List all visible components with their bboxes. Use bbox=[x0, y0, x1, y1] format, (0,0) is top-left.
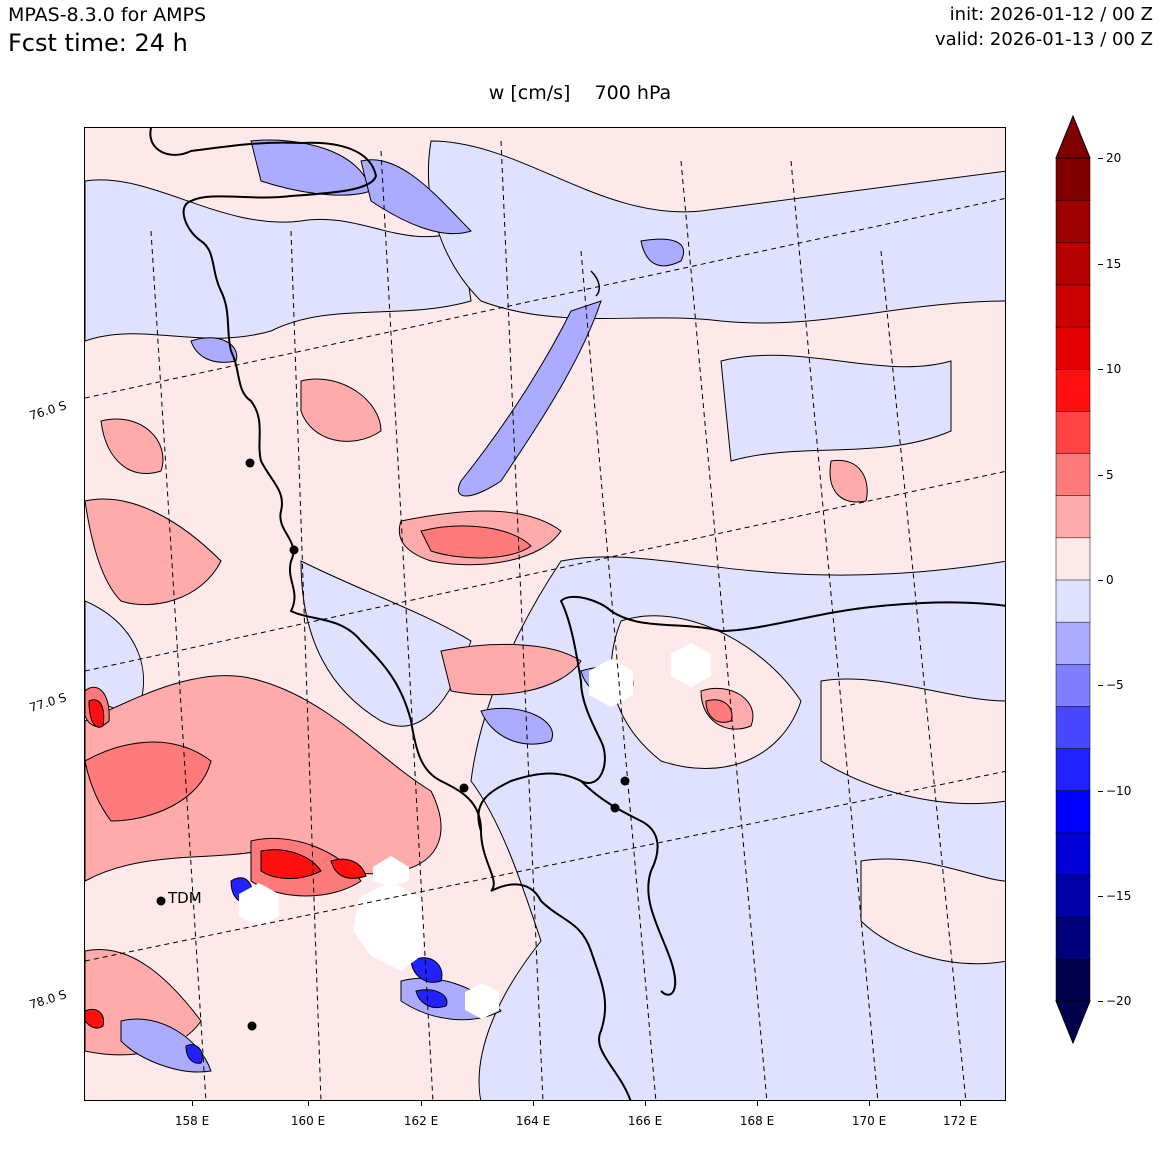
model-title: MPAS-8.3.0 for AMPS bbox=[8, 4, 207, 26]
lon-label: 168 E bbox=[739, 1114, 775, 1128]
colorbar-cell bbox=[1055, 663, 1091, 707]
map-panel bbox=[84, 127, 1006, 1101]
colorbar-label: −20 bbox=[1106, 994, 1132, 1008]
colorbar-cell bbox=[1055, 494, 1091, 539]
colorbar-tick bbox=[1098, 896, 1103, 897]
colorbar-label: −5 bbox=[1106, 678, 1124, 692]
colorbar-cell bbox=[1055, 326, 1091, 370]
colorbar-cell bbox=[1055, 916, 1091, 960]
colorbar-cell bbox=[1055, 747, 1091, 791]
lon-label: 160 E bbox=[290, 1114, 326, 1128]
lon-tick-mark bbox=[308, 1101, 309, 1106]
lon-tick-mark bbox=[421, 1101, 422, 1106]
colorbar-label: 0 bbox=[1106, 573, 1114, 587]
colorbar-cell bbox=[1055, 874, 1091, 918]
colorbar-tick bbox=[1098, 791, 1103, 792]
lon-tick-mark bbox=[960, 1101, 961, 1106]
colorbar-label: 20 bbox=[1106, 151, 1122, 165]
lat-label: 78.0 S bbox=[27, 987, 69, 1012]
colorbar-tick bbox=[1098, 158, 1103, 159]
colorbar-cell bbox=[1055, 368, 1091, 412]
colorbar-tick bbox=[1098, 475, 1103, 476]
colorbar-max-arrow bbox=[1055, 115, 1091, 159]
colorbar-cell bbox=[1055, 410, 1091, 454]
colorbar-tick bbox=[1098, 580, 1103, 581]
lon-tick-mark bbox=[645, 1101, 646, 1106]
colorbar-cell bbox=[1055, 537, 1091, 581]
lon-tick-mark bbox=[869, 1101, 870, 1106]
colorbar-tick bbox=[1098, 264, 1103, 265]
lon-label: 158 E bbox=[174, 1114, 210, 1128]
colorbar-cells bbox=[1055, 157, 1091, 1002]
lon-tick-mark bbox=[757, 1101, 758, 1106]
missing-data-hexagons bbox=[239, 643, 711, 1019]
valid-time: valid: 2026-01-13 / 00 Z bbox=[935, 29, 1153, 50]
init-time: init: 2026-01-12 / 00 Z bbox=[949, 4, 1153, 25]
colorbar-label: 15 bbox=[1106, 257, 1122, 271]
colorbar-label: −10 bbox=[1106, 784, 1132, 798]
colorbar-label: 5 bbox=[1106, 468, 1114, 482]
colorbar-tick bbox=[1098, 369, 1103, 370]
colorbar-cell bbox=[1055, 832, 1091, 876]
updraft-areas bbox=[85, 378, 868, 1056]
colorbar-cell bbox=[1055, 790, 1091, 834]
lon-label: 166 E bbox=[627, 1114, 663, 1128]
positive-w-patches bbox=[610, 615, 1005, 965]
lon-label: 162 E bbox=[403, 1114, 439, 1128]
colorbar bbox=[1055, 115, 1091, 1045]
coastline bbox=[149, 128, 1005, 1100]
colorbar-cell bbox=[1055, 452, 1091, 496]
intense-updraft-cores bbox=[85, 699, 367, 1029]
colorbar-cell bbox=[1055, 157, 1091, 201]
lon-tick-mark bbox=[192, 1101, 193, 1106]
plot-title: w [cm/s] 700 hPa bbox=[488, 82, 672, 104]
forecast-time: Fcst time: 24 h bbox=[8, 29, 188, 57]
lon-tick-mark bbox=[533, 1101, 534, 1106]
colorbar-label: 10 bbox=[1106, 362, 1122, 376]
colorbar-cell bbox=[1055, 705, 1091, 749]
colorbar-cell bbox=[1055, 621, 1091, 665]
lat-label: 77.0 S bbox=[27, 690, 69, 715]
colorbar-tick bbox=[1098, 685, 1103, 686]
colorbar-cell bbox=[1055, 579, 1091, 623]
lat-label: 76.0 S bbox=[27, 398, 69, 423]
lon-label: 164 E bbox=[515, 1114, 551, 1128]
map-canvas bbox=[85, 128, 1005, 1100]
station-markers bbox=[156, 458, 630, 1031]
colorbar-cell bbox=[1055, 199, 1091, 244]
colorbar-cell bbox=[1055, 242, 1091, 286]
colorbar-label: −15 bbox=[1106, 889, 1132, 903]
lon-label: 172 E bbox=[942, 1114, 978, 1128]
lon-label: 170 E bbox=[851, 1114, 887, 1128]
colorbar-cell bbox=[1055, 958, 1091, 1002]
colorbar-cell bbox=[1055, 284, 1091, 328]
colorbar-tick bbox=[1098, 1001, 1103, 1002]
colorbar-min-arrow bbox=[1055, 1000, 1091, 1045]
station-label-tdm: TDM bbox=[168, 889, 202, 907]
